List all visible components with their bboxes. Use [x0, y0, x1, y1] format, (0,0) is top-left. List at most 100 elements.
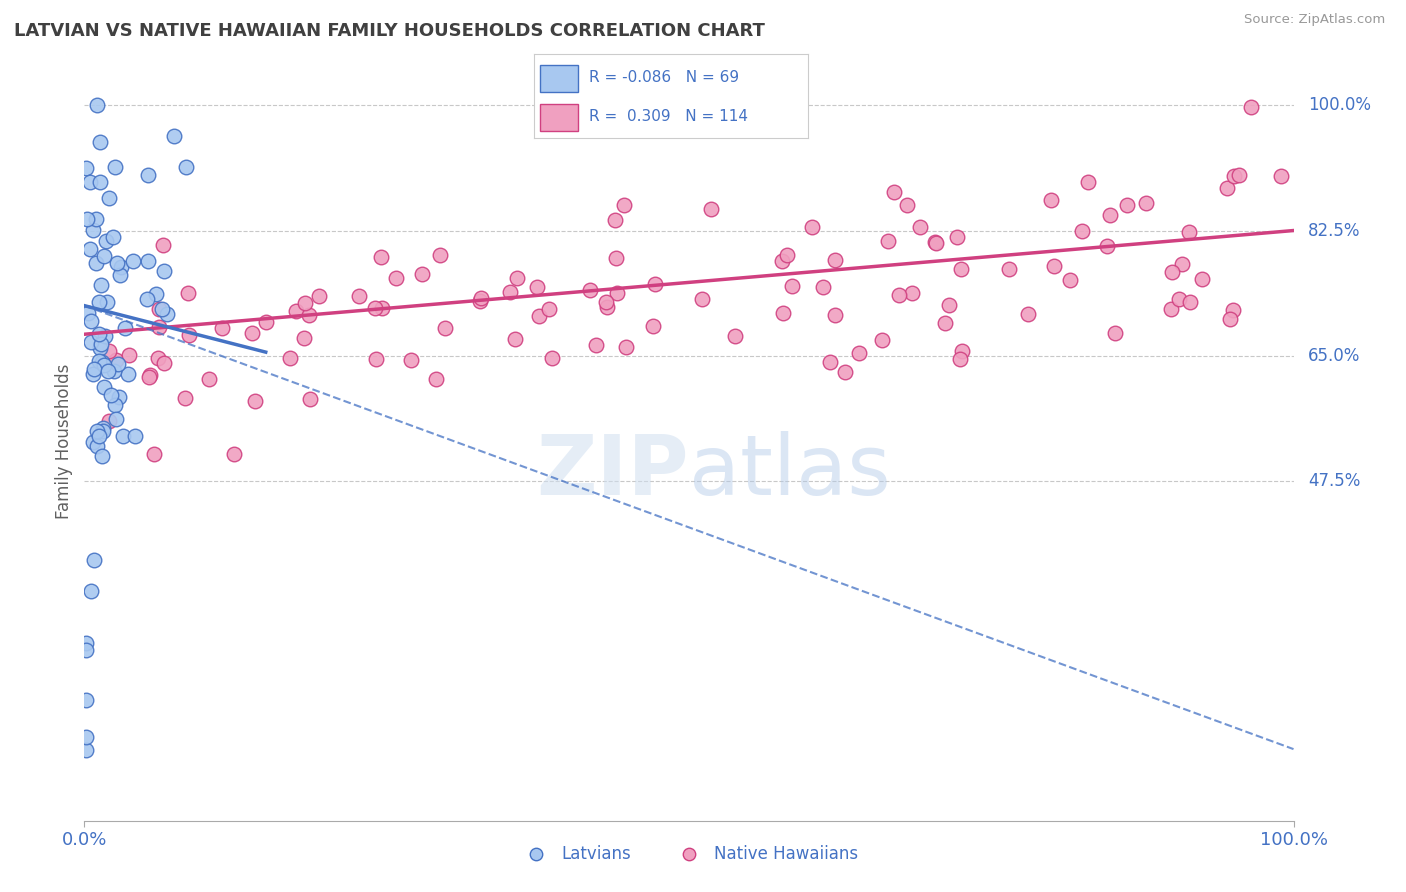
Point	[75, 636, 97, 650]
Point	[82, 434, 104, 449]
Point	[298, 308, 321, 322]
Point	[925, 236, 948, 251]
Point	[105, 353, 128, 368]
Point	[429, 248, 451, 262]
Point	[75, 743, 97, 757]
Point	[370, 301, 392, 315]
Point	[105, 411, 128, 425]
Point	[1216, 181, 1239, 195]
Point	[595, 295, 617, 310]
Point	[87, 294, 110, 309]
Point	[848, 345, 870, 359]
Point	[76, 211, 98, 226]
Point	[1160, 301, 1182, 316]
Point	[1017, 307, 1039, 321]
Point	[1270, 169, 1292, 183]
Point	[1040, 194, 1063, 208]
Point	[596, 300, 619, 314]
Point	[834, 364, 856, 378]
Point	[364, 301, 387, 316]
Point	[870, 334, 893, 348]
Text: 47.5%: 47.5%	[1308, 472, 1361, 490]
Point	[179, 328, 201, 343]
Point	[82, 223, 104, 237]
Point	[643, 318, 665, 333]
Point	[93, 358, 115, 372]
Point	[103, 364, 125, 378]
Y-axis label: Family Households: Family Households	[55, 364, 73, 519]
Point	[100, 387, 122, 401]
Point	[82, 368, 104, 382]
Point	[399, 352, 422, 367]
Point	[384, 271, 406, 285]
Point	[1240, 100, 1263, 114]
Point	[84, 256, 107, 270]
Point	[308, 289, 330, 303]
Point	[96, 295, 118, 310]
Point	[105, 255, 128, 269]
Point	[1219, 312, 1241, 326]
Point	[605, 252, 627, 266]
Point	[499, 285, 522, 300]
Point	[240, 326, 263, 340]
Point	[107, 390, 129, 404]
Point	[83, 362, 105, 376]
Point	[1160, 265, 1182, 279]
Point	[89, 175, 111, 189]
Point	[1095, 239, 1118, 253]
Point	[75, 643, 97, 657]
Point	[83, 553, 105, 567]
Point	[150, 302, 173, 317]
Point	[139, 368, 162, 383]
Point	[162, 128, 184, 143]
Point	[93, 380, 115, 394]
Point	[770, 254, 793, 268]
Point	[370, 251, 392, 265]
Point	[526, 279, 548, 293]
Point	[1071, 224, 1094, 238]
Point	[613, 198, 636, 212]
Point	[945, 229, 967, 244]
Point	[153, 264, 176, 278]
Point	[938, 298, 960, 312]
Point	[772, 306, 794, 320]
Point	[121, 253, 143, 268]
Point	[94, 234, 117, 248]
Point	[114, 321, 136, 335]
Point	[148, 302, 170, 317]
Point	[1167, 292, 1189, 306]
Point	[156, 307, 179, 321]
Point	[1191, 271, 1213, 285]
Point	[174, 160, 197, 174]
Point	[299, 392, 322, 406]
Point	[997, 262, 1019, 277]
Point	[75, 731, 97, 745]
Point	[177, 285, 200, 300]
Point	[136, 168, 159, 182]
Text: ZIP: ZIP	[537, 432, 689, 512]
Point	[818, 355, 841, 369]
Point	[75, 693, 97, 707]
Text: R = -0.086   N = 69: R = -0.086 N = 69	[589, 70, 740, 85]
Point	[77, 306, 100, 320]
Point	[503, 333, 526, 347]
Point	[117, 348, 139, 362]
Point	[294, 295, 316, 310]
Point	[76, 161, 98, 175]
Point	[811, 280, 834, 294]
Point	[145, 287, 167, 301]
Point	[110, 268, 132, 282]
Point	[91, 354, 114, 368]
Point	[136, 292, 159, 306]
Legend: Latvians, Native Hawaiians: Latvians, Native Hawaiians	[513, 838, 865, 869]
Point	[292, 331, 315, 345]
Point	[1059, 273, 1081, 287]
Point	[91, 421, 114, 435]
Point	[1077, 175, 1099, 189]
Point	[104, 161, 127, 175]
Point	[79, 243, 101, 257]
Point	[80, 583, 103, 598]
Point	[90, 449, 112, 463]
Point	[801, 219, 824, 234]
Point	[110, 260, 132, 275]
